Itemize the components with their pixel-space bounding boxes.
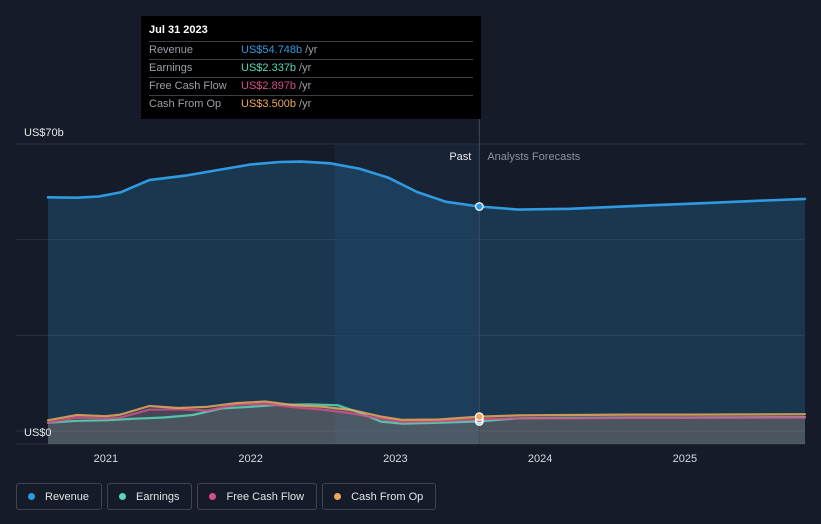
tooltip-value: US$2.897b xyxy=(241,80,297,92)
tooltip-unit: /yr xyxy=(299,62,312,74)
tooltip-row-earnings: Earnings US$2.337b /yr xyxy=(149,60,473,78)
hover-markers xyxy=(474,202,484,426)
free-cash-flow-line xyxy=(46,402,807,424)
chart-legend: Revenue Earnings Free Cash Flow Cash Fro… xyxy=(16,483,437,510)
tooltip-unit: /yr xyxy=(299,80,312,92)
legend-item-earnings[interactable]: Earnings xyxy=(107,483,193,510)
y-axis-min-label: US$0 xyxy=(24,427,52,439)
series-lines xyxy=(46,160,807,425)
legend-item-free-cash-flow[interactable]: Free Cash Flow xyxy=(197,483,318,510)
tooltip-row-free-cash-flow: Free Cash Flow US$2.897b /yr xyxy=(149,78,473,96)
forecast-label: Analysts Forecasts xyxy=(487,151,580,163)
tooltip-date: Jul 31 2023 xyxy=(149,22,473,42)
cash-from-op-line xyxy=(46,400,807,422)
tooltip-row-revenue: Revenue US$54.748b /yr xyxy=(149,42,473,60)
tooltip-value: US$54.748b xyxy=(241,44,303,56)
x-tick-label: 2022 xyxy=(238,453,262,465)
legend-label: Earnings xyxy=(136,490,180,503)
x-tick-label: 2025 xyxy=(673,453,697,465)
revenue-dot-icon xyxy=(28,493,35,500)
free-cash-flow-dot-icon xyxy=(209,493,217,500)
legend-label: Revenue xyxy=(45,490,90,503)
legend-label: Cash From Op xyxy=(351,490,424,503)
tooltip-value: US$3.500b xyxy=(241,98,297,110)
y-axis-max-label: US$70b xyxy=(24,127,64,139)
legend-item-cash-from-op[interactable]: Cash From Op xyxy=(322,483,437,510)
tooltip-label: Cash From Op xyxy=(149,98,222,110)
tooltip-label: Free Cash Flow xyxy=(149,80,227,92)
tooltip-label: Earnings xyxy=(149,62,193,74)
revenue-line xyxy=(46,160,807,211)
tooltip-unit: /yr xyxy=(299,98,312,110)
x-tick-label: 2023 xyxy=(383,453,407,465)
tooltip-label: Revenue xyxy=(149,44,194,56)
cash-from-op-dot-icon xyxy=(334,493,342,500)
tooltip-value: US$2.337b xyxy=(241,62,297,74)
x-tick-label: 2021 xyxy=(94,453,118,465)
hover-tooltip: Jul 31 2023 Revenue US$54.748b /yr Earni… xyxy=(141,16,481,119)
tooltip-unit: /yr xyxy=(305,44,318,56)
cash-from-op-marker xyxy=(474,412,484,422)
past-label: Past xyxy=(449,151,471,163)
financial-chart: US$70b US$0 Past Analysts Forecasts 2021… xyxy=(16,16,807,465)
earnings-dot-icon xyxy=(119,493,127,500)
x-tick-label: 2024 xyxy=(528,453,552,465)
revenue-area xyxy=(48,161,805,444)
x-axis-ticks: 2021 2022 2023 2024 2025 xyxy=(94,453,697,465)
legend-label: Free Cash Flow xyxy=(226,490,305,503)
revenue-marker xyxy=(474,202,484,211)
legend-item-revenue[interactable]: Revenue xyxy=(16,483,103,510)
recent-period-highlight xyxy=(334,144,480,444)
earnings-area xyxy=(48,404,805,444)
tooltip-row-cash-from-op: Cash From Op US$3.500b /yr xyxy=(149,96,473,113)
